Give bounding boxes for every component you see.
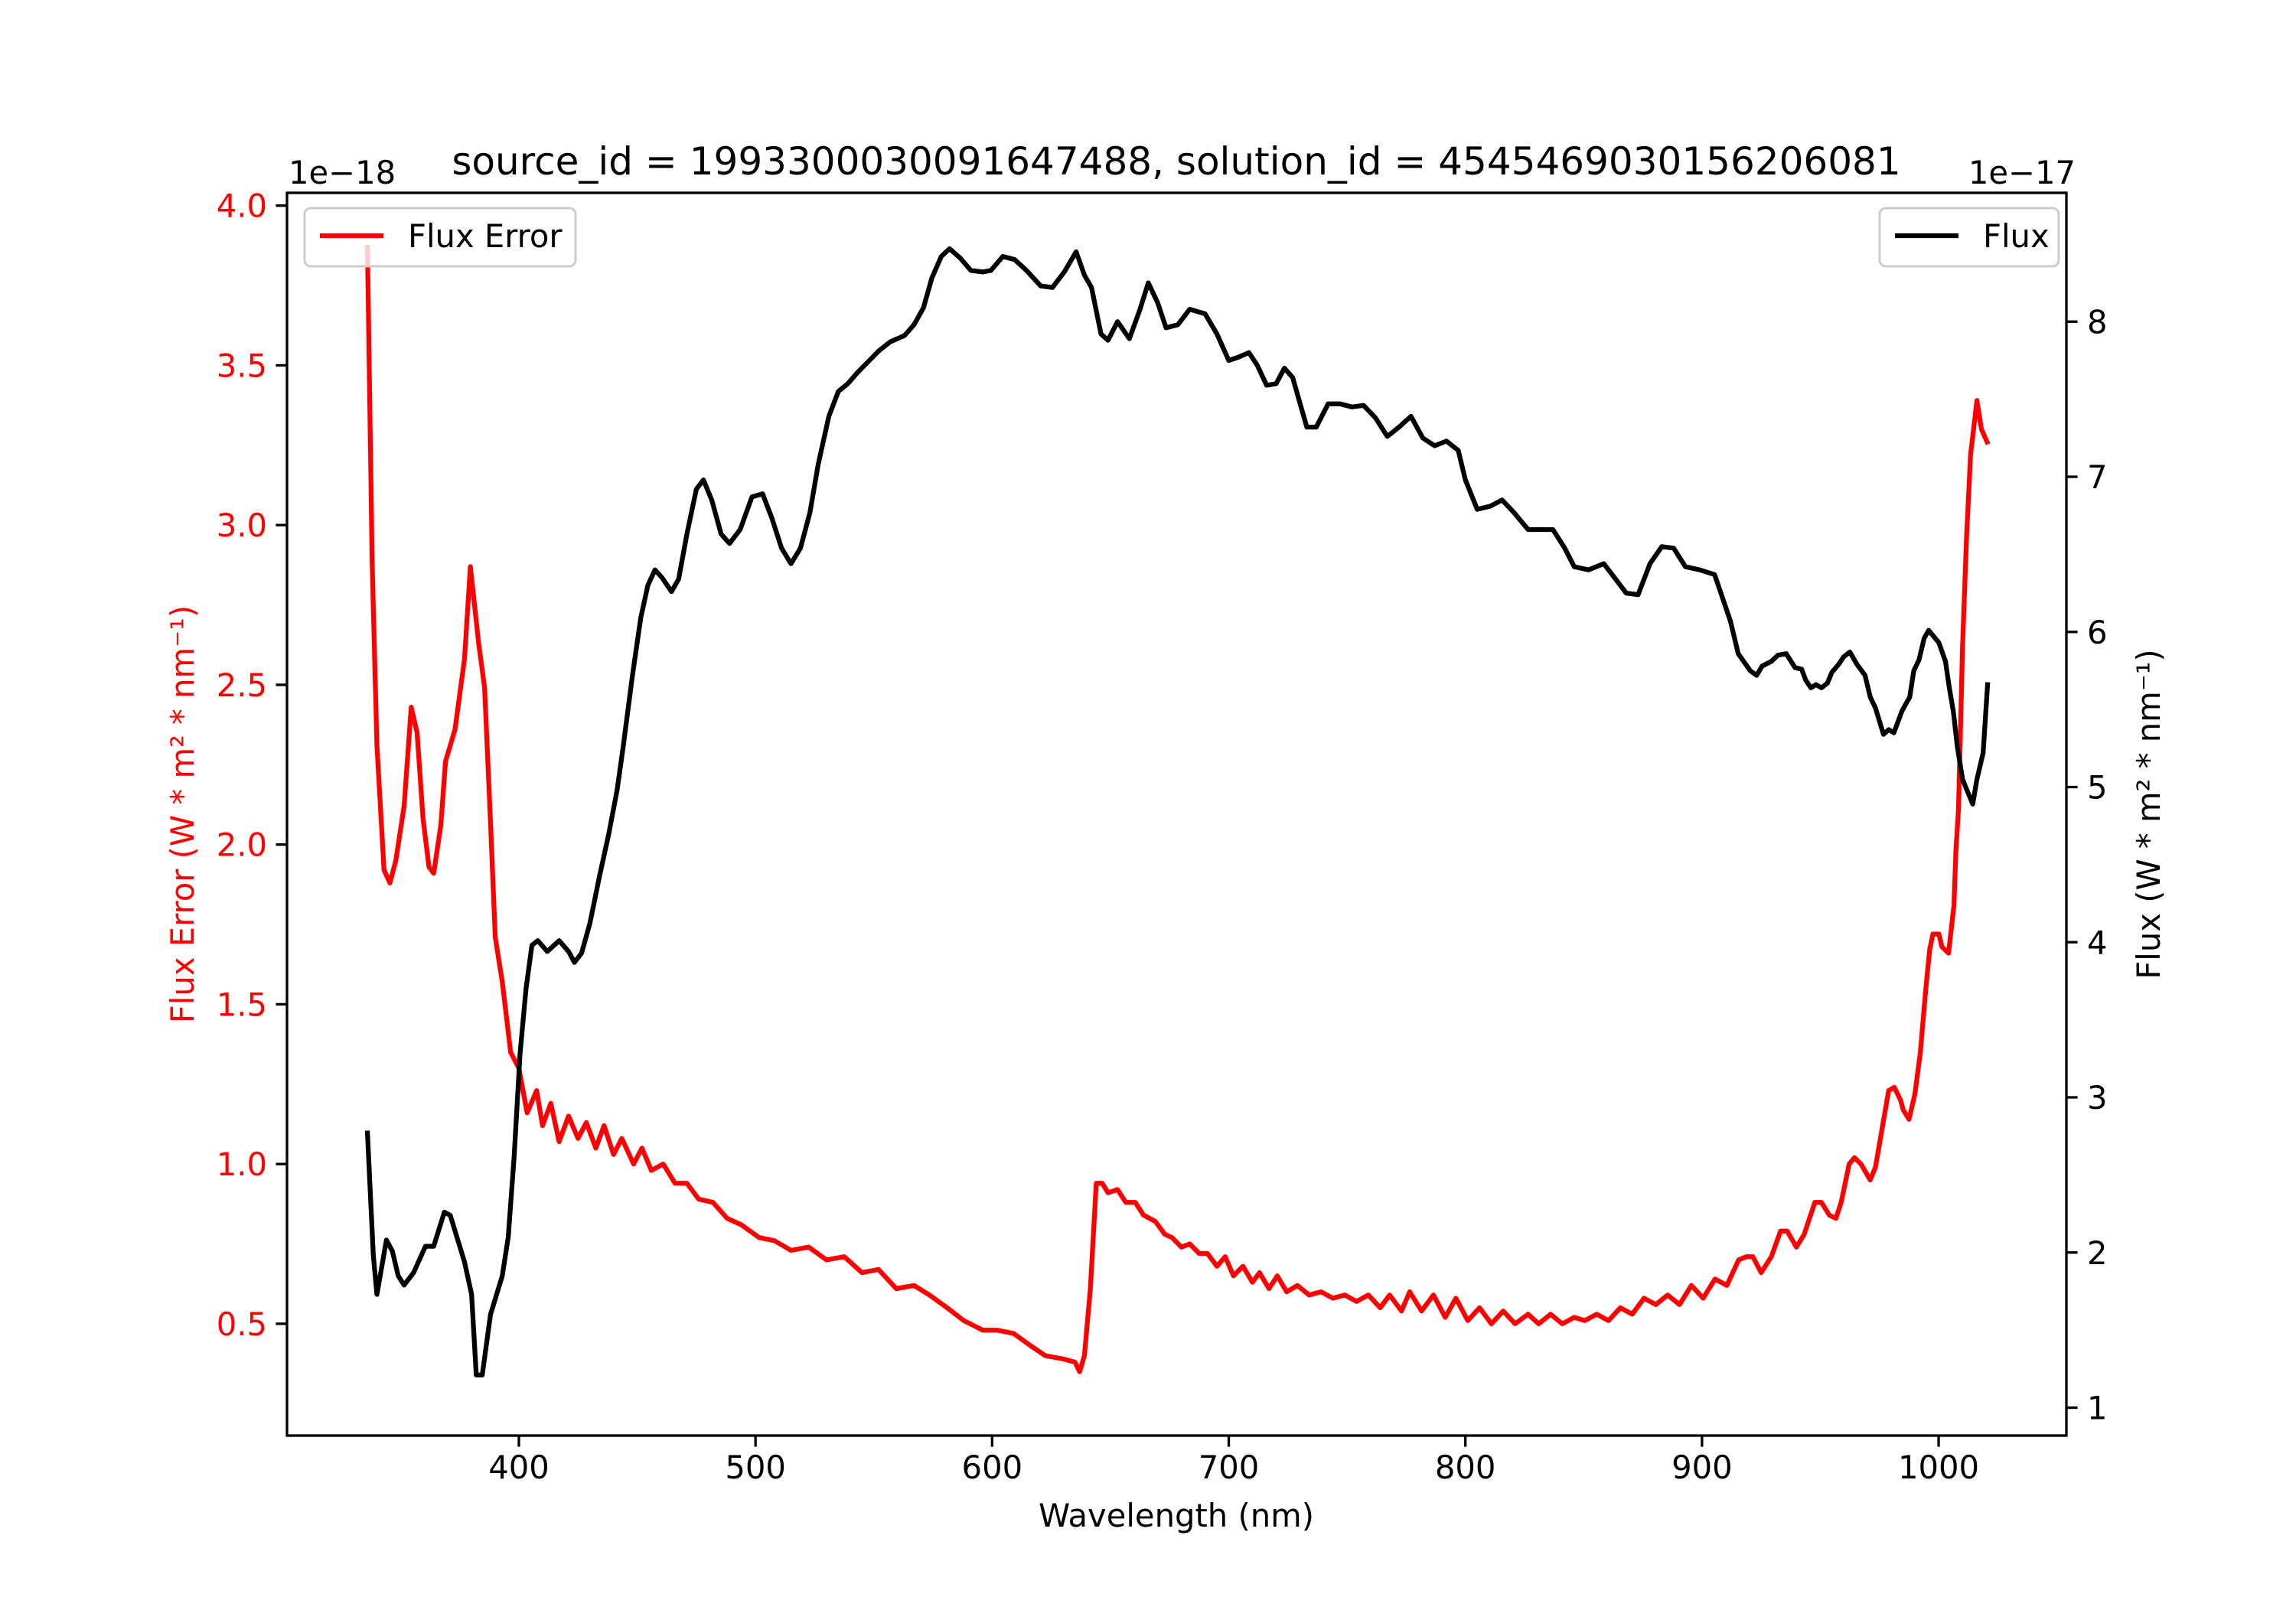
legend-box [303, 207, 577, 268]
chart-title: source_id = 1993300030091647488, solutio… [452, 139, 1900, 184]
y-left-tick-label: 4.0 [217, 187, 267, 225]
y-left-tick-label: 2.0 [217, 826, 267, 864]
x-tick-label: 900 [1671, 1449, 1733, 1486]
ticks: 400 500 600 700 800 900 1000 0.5 1.0 1.5 2.0 2.5 3.0… [217, 187, 2108, 1486]
series-line-flux [364, 246, 1991, 1378]
y-left-tick-label: 3.5 [217, 347, 267, 384]
y-axis-left-label: Flux Error (W * m² * nm⁻¹) [164, 605, 201, 1023]
y-right-tick-label: 8 [2087, 303, 2108, 341]
axes-frame [285, 191, 2068, 1437]
y-right-tick-label: 1 [2087, 1390, 2108, 1427]
x-tick-label: 500 [725, 1449, 786, 1486]
x-tick-label: 700 [1199, 1449, 1260, 1486]
offset-text-right: 1e−17 [1968, 154, 2076, 191]
x-axis-label: Wavelength (nm) [1039, 1497, 1314, 1534]
y-left-tick-label: 2.5 [217, 667, 267, 704]
y-left-tick-label: 3.0 [217, 507, 267, 544]
y-right-tick-label: 5 [2087, 769, 2108, 807]
y-right-tick-label: 6 [2087, 614, 2108, 651]
x-tick-label: 1000 [1898, 1449, 1979, 1486]
series-line-flux-error [364, 244, 1991, 1374]
offset-text-left: 1e−18 [289, 154, 396, 191]
plot-lines [364, 244, 1991, 1378]
x-tick-label: 800 [1435, 1449, 1496, 1486]
y-left-tick-label: 0.5 [217, 1305, 267, 1343]
y-left-tick-label: 1.5 [217, 986, 267, 1023]
legend-box [1878, 207, 2060, 268]
y-right-tick-label: 4 [2087, 924, 2108, 961]
y-right-tick-label: 3 [2087, 1079, 2108, 1116]
x-tick-label: 600 [962, 1449, 1023, 1486]
legend-flux: Flux [1878, 207, 2060, 268]
legend-label-flux-error: Flux Error [408, 217, 563, 255]
x-tick-label: 400 [488, 1449, 550, 1486]
y-right-tick-label: 2 [2087, 1234, 2108, 1272]
y-right-tick-label: 7 [2087, 458, 2108, 496]
y-left-tick-label: 1.0 [217, 1146, 267, 1183]
legend-flux-error: Flux Error [303, 207, 577, 268]
legend-label-flux: Flux [1983, 217, 2050, 255]
y-axis-right-label: Flux (W * m² * nm⁻¹) [2130, 649, 2167, 979]
